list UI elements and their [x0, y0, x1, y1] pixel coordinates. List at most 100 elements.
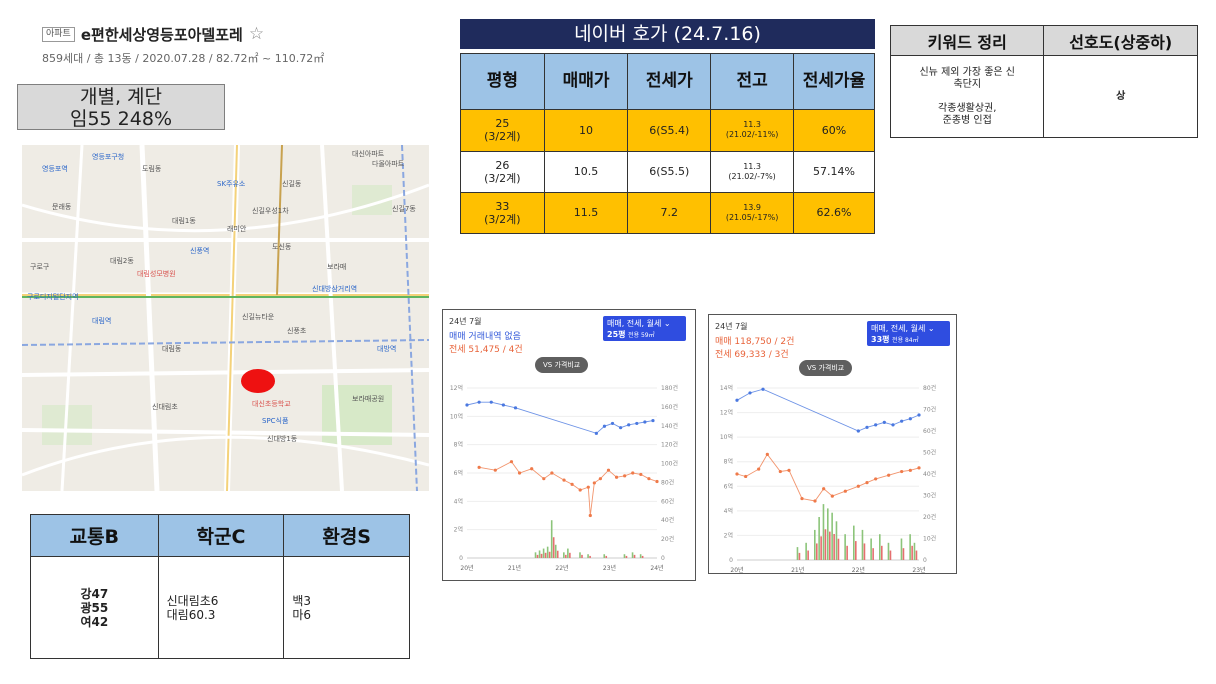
volume-bar	[589, 555, 591, 558]
y-tick-label: 8억	[724, 458, 733, 466]
volume-bar	[902, 548, 905, 560]
jeonse-cell: 7.2	[627, 191, 712, 235]
sale-point	[882, 420, 886, 424]
jeonse-point	[493, 468, 497, 472]
school-cell: 신대림초6 대림60.3	[157, 556, 285, 659]
volume-bar	[900, 538, 903, 560]
ratio-cell: 57.14%	[793, 150, 875, 193]
volume-bar	[623, 554, 626, 558]
map-label: 대림성모병원	[137, 270, 176, 278]
keyword-line: 축단지	[953, 78, 982, 90]
volume-bar	[835, 521, 838, 560]
volume-bar	[796, 547, 799, 560]
map-label: SK주유소	[217, 180, 246, 188]
y2-tick-label: 70건	[923, 406, 936, 414]
y-tick-label: 6억	[724, 482, 733, 490]
y2-tick-label: 40건	[923, 470, 936, 478]
jeonse-point	[744, 474, 748, 479]
selector-label: 매매, 전세, 월세	[607, 319, 662, 328]
naver-price-table: 평형 매매가 전세가 전고 전세가율 25 (3/2계) 10 6(S5.4) 1…	[460, 52, 875, 235]
map-label: 신대방1동	[267, 435, 298, 443]
jeonse-point	[614, 475, 619, 479]
size-cell: 26 (3/2계)	[460, 150, 545, 193]
x-tick-label: 22년	[852, 566, 865, 574]
map-label: 대림역	[92, 317, 112, 325]
size-note: (3/2계)	[484, 171, 521, 185]
keyword-table: 키워드 정리 선호도(상중하) 신뉴 제외 가장 좋은 신 축단지 각종생활상권…	[889, 25, 1198, 138]
x-tick-label: 20년	[460, 564, 473, 572]
vs-compare-button[interactable]: VS 가격비교	[799, 360, 853, 376]
jeonse-point	[631, 471, 635, 475]
price-chart-card-25: 24년 7월 매매 거래내역 없음 전세 51,475 / 4건 매매, 전세,…	[442, 309, 696, 581]
sale-point	[610, 421, 615, 426]
volume-bar	[546, 546, 549, 558]
volume-bar	[870, 538, 872, 560]
chart-period: 24년 7월	[449, 317, 482, 326]
ratio-cell: 60%	[793, 109, 875, 152]
location-map[interactable]: 대신아파트 다올아파트 도림동 신길동 SK주유소 대림1동 영등포역 신길우성…	[22, 145, 429, 491]
sale-point	[748, 391, 752, 395]
env-mart: 마6	[292, 607, 312, 622]
selector-label: 매매, 전세, 월세	[871, 324, 926, 333]
volume-bar	[587, 554, 589, 558]
map-label: SPC식품	[262, 417, 289, 425]
sale-point	[908, 417, 912, 421]
x-tick-label: 23년	[912, 566, 925, 574]
map-label: 도신동	[272, 243, 292, 251]
jeonse-point	[598, 477, 603, 481]
sale-point	[501, 403, 505, 407]
jeonse-point	[735, 472, 739, 476]
map-label: 다올아파트	[372, 160, 405, 168]
volume-bar	[818, 517, 820, 560]
map-label: 대신아파트	[352, 150, 385, 158]
map-label: 문래동	[52, 203, 72, 211]
map-label: 신대림초	[152, 403, 178, 411]
map-label: 영등포구청	[92, 153, 125, 161]
jeonse-point	[822, 487, 826, 491]
jeonse-point	[917, 466, 921, 470]
y-tick-label: 2억	[454, 526, 463, 534]
sale-point	[465, 403, 469, 407]
volume-bar	[567, 548, 569, 558]
volume-bar	[798, 552, 801, 560]
map-label: 신대방삼거리역	[312, 285, 358, 293]
map-label: 영등포역	[42, 165, 68, 173]
vs-compare-button[interactable]: VS 가격비교	[535, 357, 589, 373]
preference-cell: 상	[1043, 55, 1198, 138]
jeonse-point	[517, 471, 522, 475]
map-label: 래미안	[227, 225, 247, 233]
complex-name[interactable]: e편한세상영등포아델포레	[80, 26, 243, 44]
jeonse-point	[477, 465, 481, 469]
jeonse-point	[570, 482, 574, 486]
col-peak: 전고	[710, 52, 795, 111]
y-tick-label: 8억	[454, 441, 463, 449]
sale-cell: 11.5	[543, 191, 629, 235]
peak-cell: 11.3 (21.02/-7%)	[710, 150, 795, 193]
volume-bar	[827, 508, 829, 560]
peak-cell: 13.9 (21.05/-17%)	[710, 191, 795, 235]
apartment-badge: 아파트	[42, 27, 75, 42]
volume-bar	[538, 550, 541, 558]
y-tick-label: 10억	[450, 412, 463, 420]
volume-bar	[887, 542, 890, 560]
building-type-line1: 개별, 계단	[80, 86, 162, 108]
y-tick-label: 0	[729, 557, 733, 564]
size-cell: 33 (3/2계)	[460, 191, 545, 235]
traffic-gwanghwamun: 광55	[80, 600, 109, 615]
sale-point	[865, 425, 869, 429]
x-tick-label: 23년	[603, 564, 616, 572]
volume-bar	[909, 534, 911, 560]
y2-tick-label: 80건	[661, 478, 674, 486]
jeonse-cell: 6(S5.5)	[627, 150, 712, 193]
volume-bar	[550, 520, 553, 558]
trade-type-selector[interactable]: 매매, 전세, 월세 ⌄ 25평 전용 59㎡	[603, 316, 686, 341]
volume-bar	[816, 543, 818, 560]
volume-bar	[542, 548, 545, 558]
favorite-star-icon[interactable]: ☆	[248, 24, 265, 44]
trade-type-selector[interactable]: 매매, 전세, 월세 ⌄ 33평 전용 84㎡	[867, 321, 950, 346]
selector-size: 33평	[871, 335, 890, 344]
header-environment: 환경S	[283, 514, 410, 557]
volume-bar	[853, 525, 855, 560]
environment-cell: 백3 마6	[283, 556, 410, 659]
map-label: 구로디지털단지역	[27, 293, 79, 301]
